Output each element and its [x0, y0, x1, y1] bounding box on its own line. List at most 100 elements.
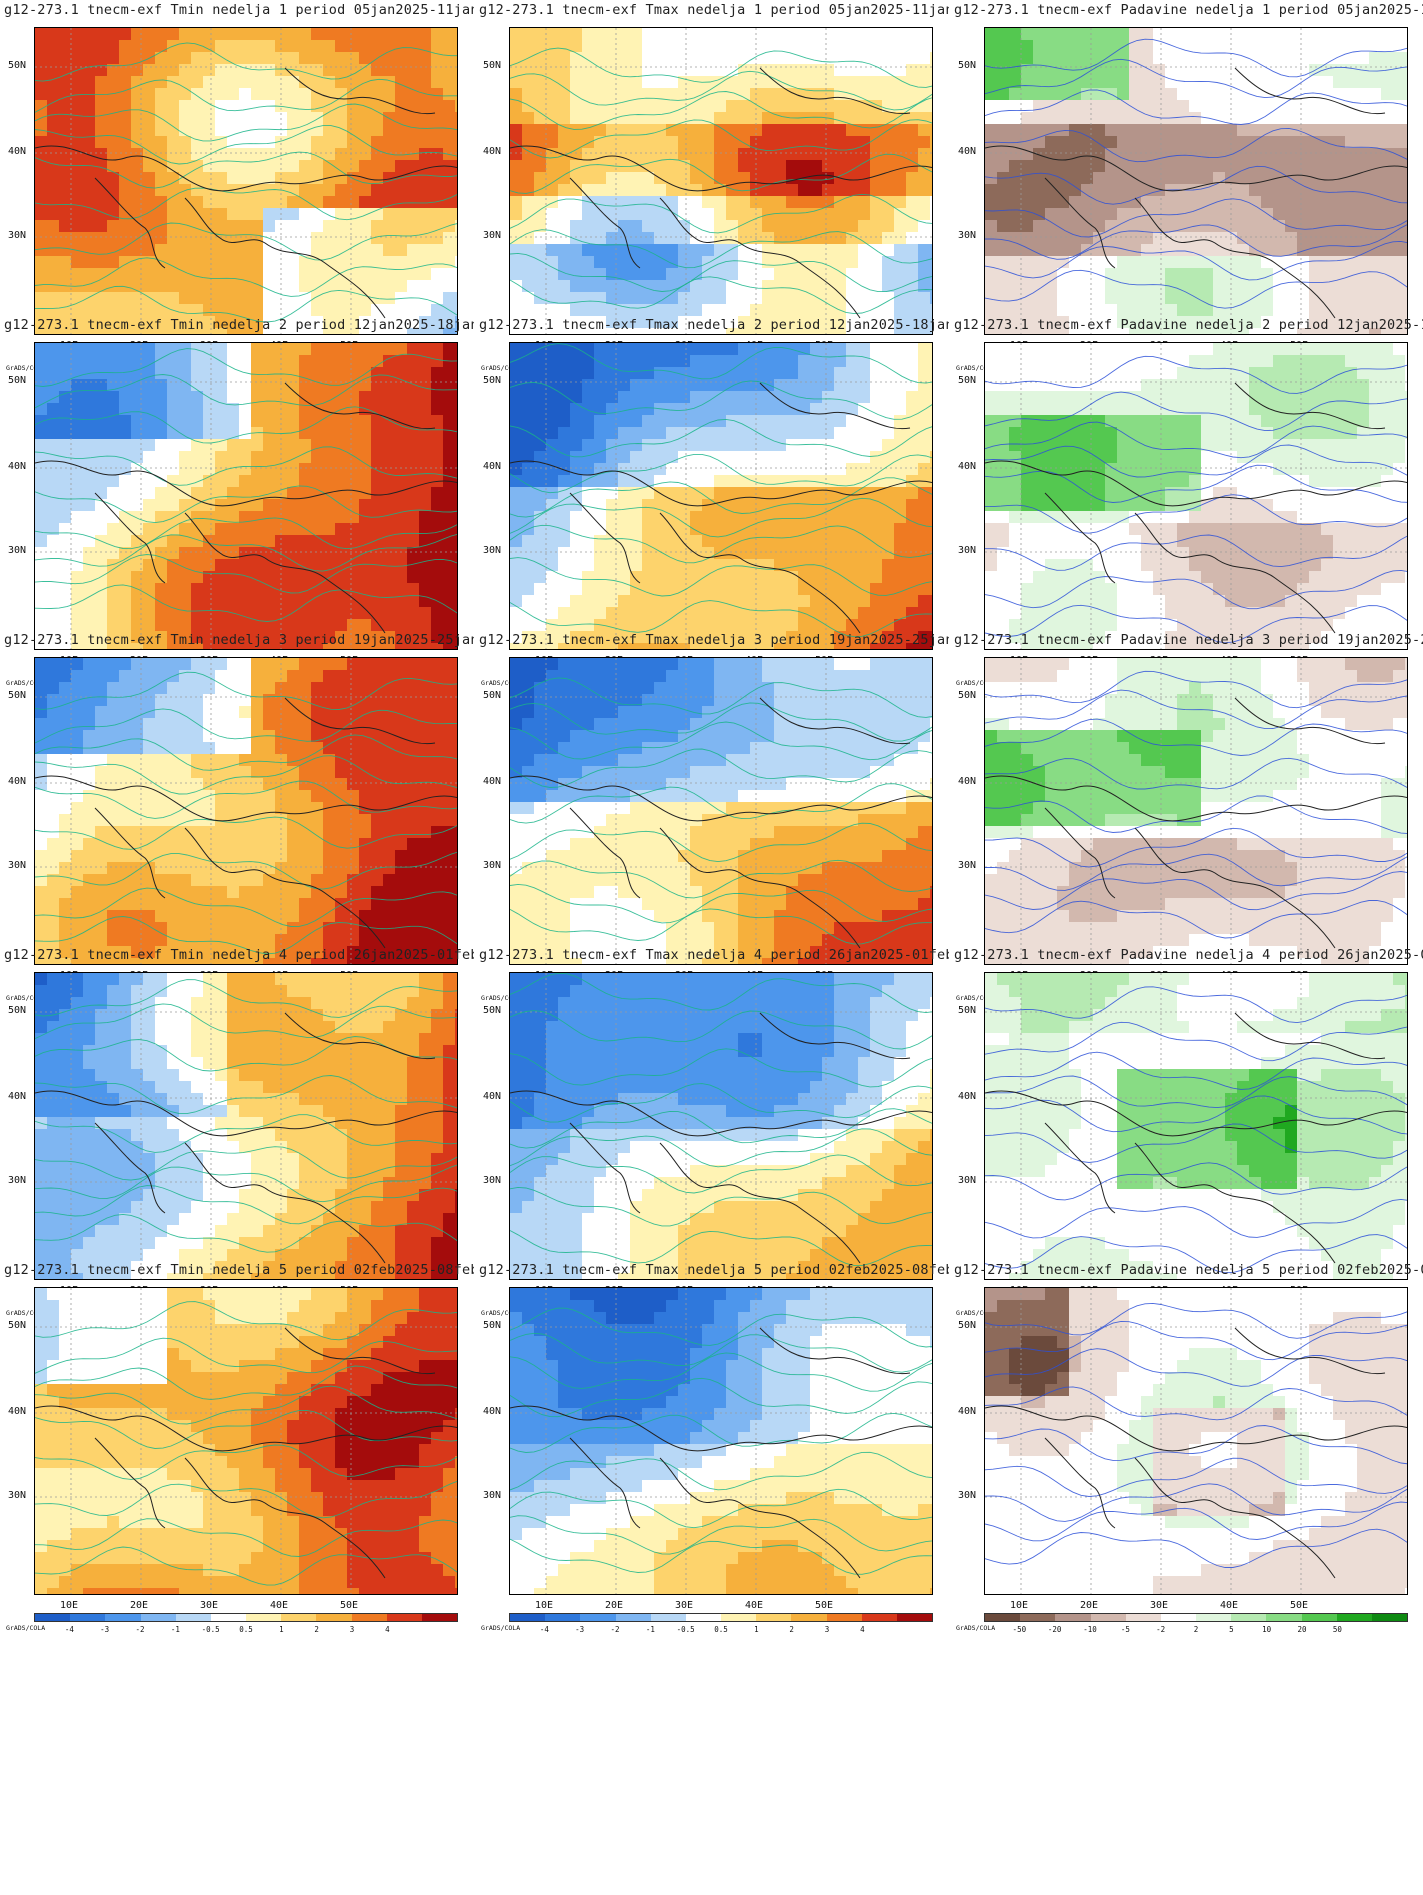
contour-line — [510, 477, 932, 518]
map-cell — [726, 511, 739, 524]
map-cell — [1357, 148, 1370, 161]
map-cell — [275, 316, 288, 329]
map-cell — [894, 124, 907, 137]
map-cell — [666, 535, 679, 548]
map-cell — [227, 256, 240, 269]
map-cell — [359, 64, 372, 77]
map-cell — [1009, 28, 1022, 41]
map-cell — [570, 172, 583, 185]
map-cell — [167, 595, 180, 608]
map-cell — [870, 367, 883, 380]
map-cell — [702, 40, 715, 53]
map-cell — [690, 196, 703, 209]
map-cell — [1141, 28, 1154, 41]
map-cell — [654, 523, 667, 536]
map-cell — [131, 619, 144, 632]
map-cell — [810, 184, 823, 197]
map-cell — [47, 256, 60, 269]
map-cell — [1069, 316, 1082, 329]
map-cell — [347, 112, 360, 125]
map-cell — [690, 124, 703, 137]
map-cell — [786, 559, 799, 572]
map-cell — [630, 415, 643, 428]
map-cell — [275, 256, 288, 269]
map-cell — [215, 88, 228, 101]
map-cell — [371, 304, 384, 317]
map-cell — [810, 328, 823, 334]
map-cell — [1129, 256, 1142, 269]
map-cell — [1309, 160, 1322, 173]
map-cell — [311, 280, 324, 293]
map-cell — [870, 256, 883, 269]
map-cell — [786, 268, 799, 281]
map-cell — [191, 148, 204, 161]
map-cell — [239, 547, 252, 560]
map-cell — [522, 244, 535, 257]
map-cell — [582, 583, 595, 596]
map-cell — [215, 559, 228, 572]
map-cell — [810, 607, 823, 620]
map-cell — [59, 643, 72, 649]
map-cell — [630, 124, 643, 137]
map-cell — [546, 52, 559, 65]
map-cell — [1045, 88, 1058, 101]
map-cell — [1021, 184, 1034, 197]
map-cell — [191, 415, 204, 428]
map-cell — [107, 391, 120, 404]
map-cell — [894, 220, 907, 233]
map-cell — [1369, 196, 1382, 209]
map-cell — [71, 379, 84, 392]
map-cell — [858, 40, 871, 53]
map-cell — [762, 256, 775, 269]
map-cell — [215, 292, 228, 305]
map-cell — [359, 427, 372, 440]
map-cell — [774, 232, 787, 245]
map-cell — [263, 595, 276, 608]
map-cell — [1117, 88, 1130, 101]
map-cell — [203, 511, 216, 524]
map-cell — [702, 595, 715, 608]
map-cell — [311, 100, 324, 113]
map-cell — [606, 184, 619, 197]
map-cell — [407, 304, 420, 317]
map-cell — [407, 547, 420, 560]
map-cell — [1345, 208, 1358, 221]
map-cell — [395, 196, 408, 209]
map-cell — [1321, 208, 1334, 221]
map-cell — [666, 112, 679, 125]
map-cell — [155, 292, 168, 305]
map-cell — [1177, 64, 1190, 77]
contour-line — [35, 446, 457, 486]
map-cell — [534, 184, 547, 197]
contour-line — [510, 557, 932, 597]
map-cell — [395, 379, 408, 392]
map-cell — [359, 607, 372, 620]
map-cell — [822, 184, 835, 197]
map-cell — [1177, 304, 1190, 317]
map-cell — [203, 208, 216, 221]
map-cell — [407, 76, 420, 89]
panel-title: g12-273.1 tnecm-exf Tmax nedelja 1 perio… — [479, 2, 949, 18]
anomaly-map — [509, 27, 933, 335]
map-cell — [630, 403, 643, 416]
map-cell — [287, 256, 300, 269]
map-cell — [534, 475, 547, 488]
map-cell — [654, 316, 667, 329]
map-cell — [726, 232, 739, 245]
map-cell — [323, 583, 336, 596]
map-cell — [1033, 136, 1046, 149]
map-cell — [642, 607, 655, 620]
map-cell — [1045, 40, 1058, 53]
map-cell — [1225, 40, 1238, 53]
map-cell — [131, 76, 144, 89]
map-cell — [870, 451, 883, 464]
map-cell — [407, 316, 420, 329]
map-cell — [1009, 196, 1022, 209]
map-cell — [846, 112, 859, 125]
map-cell — [930, 343, 932, 356]
map-cell — [546, 631, 559, 644]
map-cell — [1213, 112, 1226, 125]
contour-line — [985, 240, 1407, 281]
map-cell — [263, 76, 276, 89]
map-cell — [762, 451, 775, 464]
